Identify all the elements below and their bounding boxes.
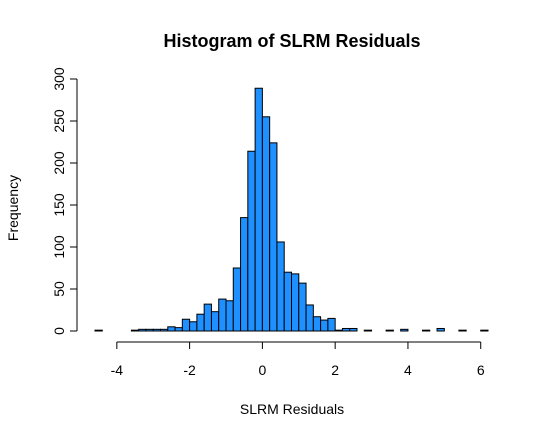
histogram-bar: [167, 326, 176, 332]
histogram-bar: [363, 329, 373, 332]
y-tick-label: 300: [51, 67, 67, 91]
y-tick-label: 50: [51, 281, 67, 297]
histogram-bar: [269, 142, 278, 332]
histogram-bar: [327, 317, 336, 332]
histogram-bar: [436, 327, 445, 332]
histogram-bar: [210, 311, 220, 332]
x-tick-label: 0: [258, 362, 266, 378]
y-tick-label: 0: [51, 327, 67, 335]
y-tick-label: 200: [51, 151, 67, 175]
histogram-bar: [480, 329, 489, 332]
y-axis: 0 50 100 150 200 250 300: [51, 67, 78, 335]
x-tick-label: 2: [331, 362, 339, 378]
histogram-bar: [145, 328, 154, 332]
histogram-bar: [254, 87, 263, 332]
histogram-bar: [189, 321, 198, 332]
histogram-bar: [458, 329, 467, 332]
bars-group: [94, 87, 489, 332]
histogram-bar: [334, 329, 343, 332]
histogram-bar: [261, 116, 271, 332]
histogram-bar: [138, 328, 147, 332]
chart-title: Histogram of SLRM Residuals: [163, 31, 420, 51]
x-tick-label: -4: [111, 362, 124, 378]
histogram-bar: [203, 303, 212, 332]
histogram-bar: [247, 150, 256, 332]
histogram-bar: [94, 329, 103, 332]
histogram-bar: [130, 329, 140, 332]
histogram-bar: [160, 328, 169, 332]
histogram-bar: [218, 298, 227, 332]
histogram-bar: [225, 300, 234, 332]
y-tick-label: 100: [51, 235, 67, 259]
histogram-bar: [320, 319, 329, 332]
histogram-bar: [174, 327, 183, 332]
x-axis-label: SLRM Residuals: [240, 401, 344, 417]
histogram-bar: [291, 273, 300, 332]
histogram-bar: [349, 327, 358, 332]
x-tick-label: 6: [477, 362, 485, 378]
histogram-bar: [196, 313, 205, 332]
x-tick-label: 4: [404, 362, 412, 378]
histogram-bar: [422, 329, 431, 332]
x-axis: -4 -2 0 2 4 6: [111, 341, 485, 378]
histogram-bar: [152, 328, 162, 332]
histogram-bar: [312, 316, 322, 332]
histogram-bar: [341, 327, 351, 332]
y-tick-label: 150: [51, 193, 67, 217]
histogram-bar: [400, 328, 409, 332]
histogram-bar: [181, 318, 191, 332]
histogram-bar: [276, 241, 285, 332]
histogram-bar: [232, 267, 242, 332]
histogram-bar: [240, 217, 249, 332]
x-tick-label: -2: [183, 362, 196, 378]
histogram-bar: [305, 304, 314, 332]
histogram-bar: [283, 271, 293, 332]
y-tick-label: 250: [51, 109, 67, 133]
histogram-bar: [298, 282, 307, 332]
y-axis-label: Frequency: [5, 175, 21, 241]
histogram-bar: [385, 329, 394, 332]
